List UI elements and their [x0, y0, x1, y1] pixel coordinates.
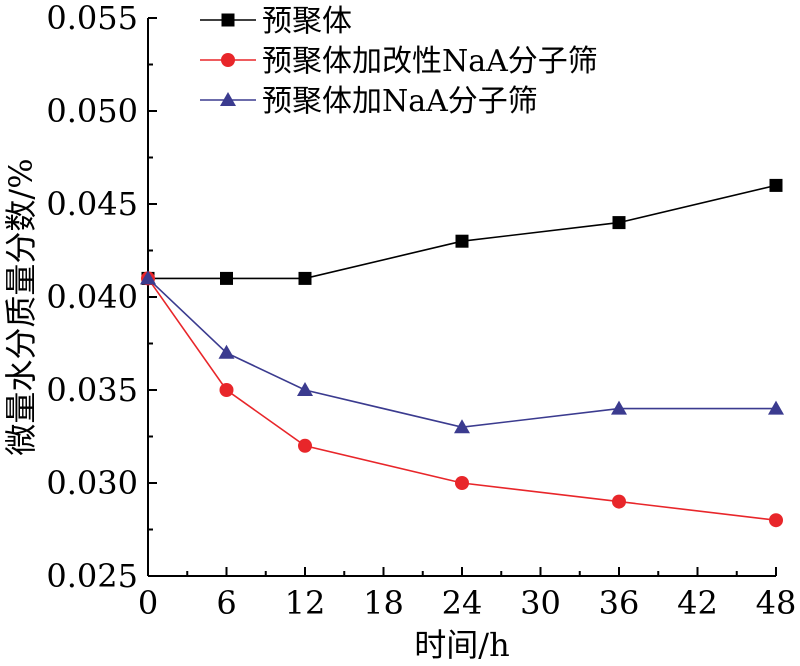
x-tick-label: 48	[756, 584, 797, 622]
legend-marker	[221, 53, 235, 67]
x-axis-title: 时间/h	[414, 626, 509, 664]
series-line	[148, 184, 777, 280]
chart-series	[140, 178, 784, 528]
y-tick-label: 0.025	[46, 557, 138, 595]
data-point	[769, 513, 783, 528]
data-point	[219, 383, 234, 397]
x-tick-label: 6	[216, 584, 236, 622]
x-tick-label: 24	[442, 584, 483, 622]
x-tick-label: 30	[520, 584, 561, 622]
y-tick-label: 0.040	[46, 278, 138, 316]
legend-label: 预聚体	[262, 4, 352, 39]
data-point	[298, 271, 312, 285]
data-point	[612, 494, 626, 509]
y-tick-label: 0.055	[46, 0, 138, 37]
x-tick-label: 36	[599, 584, 640, 622]
series-line	[147, 277, 776, 429]
legend-item: 预聚体	[200, 4, 352, 39]
y-tick-label: 0.045	[46, 185, 138, 223]
x-tick-label: 12	[285, 584, 326, 622]
chart-axes: 0 6 12 18 24 30 36 42 48 0.025 0.030 0.035 0.040 0.04…	[46, 0, 796, 622]
data-point	[297, 382, 313, 396]
series-line	[147, 277, 777, 521]
legend-marker	[221, 13, 235, 27]
y-tick-label: 0.035	[46, 371, 138, 409]
data-point	[768, 400, 784, 415]
x-tick-label: 42	[677, 584, 718, 622]
legend-marker	[220, 92, 236, 106]
legend-label: 预聚体加改性NaA分子筛	[262, 44, 598, 79]
data-point	[140, 270, 156, 285]
y-axis-title: 微量水分质量分数/%	[2, 158, 40, 455]
data-point	[218, 344, 235, 359]
data-point	[455, 476, 469, 490]
data-point	[769, 178, 783, 192]
x-tick-label: 0	[138, 584, 158, 622]
x-tick-label: 18	[363, 584, 404, 622]
series-circle	[141, 271, 783, 528]
data-point	[612, 216, 626, 230]
legend-item: 预聚体加NaA分子筛	[200, 84, 538, 119]
data-point	[220, 271, 233, 285]
legend-label: 预聚体加NaA分子筛	[262, 84, 538, 119]
y-tick-label: 0.050	[46, 92, 138, 130]
series-square	[141, 178, 783, 285]
data-point	[298, 438, 312, 453]
data-point	[611, 400, 627, 415]
legend-item: 预聚体加改性NaA分子筛	[200, 44, 598, 79]
series-triangle	[140, 270, 784, 434]
y-tick-label: 0.030	[46, 464, 138, 502]
data-point	[455, 234, 469, 248]
data-point	[454, 419, 470, 434]
